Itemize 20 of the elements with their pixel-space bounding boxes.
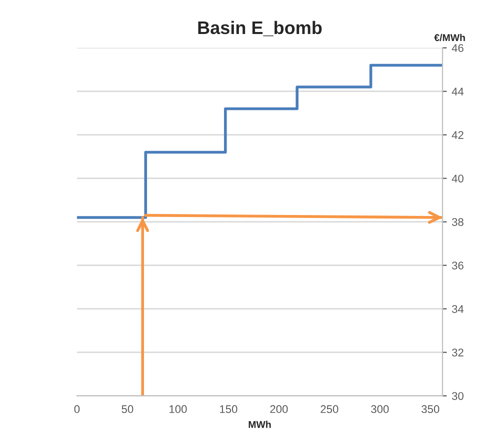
y-axis-title: €/MWh — [434, 34, 465, 42]
y-tick-label: 46 — [452, 44, 464, 52]
y-tick-label: 34 — [452, 305, 464, 313]
x-tick-label: 0 — [74, 405, 80, 414]
x-tick-label: 300 — [371, 405, 389, 414]
chart-title: Basin E_bomb — [198, 20, 322, 36]
y-tick-label: 38 — [452, 218, 464, 226]
x-tick-label: 100 — [170, 405, 187, 414]
y-tick-label: 44 — [452, 88, 464, 96]
x-tick-label: 150 — [220, 405, 238, 414]
y-tick-label: 36 — [452, 262, 464, 270]
x-tick-label: 50 — [122, 405, 134, 414]
y-tick-label: 40 — [452, 174, 464, 182]
x-tick-label: 200 — [270, 405, 288, 414]
y-tick-label: 32 — [452, 348, 464, 356]
x-axis-title: MWh — [248, 420, 271, 428]
x-tick-label: 250 — [320, 405, 338, 414]
x-tick-label: 350 — [422, 405, 440, 414]
y-tick-label: 42 — [452, 131, 464, 139]
y-tick-label: 30 — [452, 392, 464, 400]
